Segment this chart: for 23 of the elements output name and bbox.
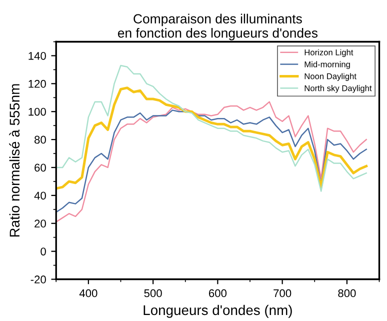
chart-title: Comparaison des illuminants en fonction des longueurs d'ondes <box>118 14 318 40</box>
legend-label: Noon Daylight <box>304 73 356 81</box>
y-tick-label: 40 <box>34 192 46 200</box>
y-tick-label: 60 <box>34 164 46 172</box>
x-tick-label: 600 <box>208 289 227 298</box>
x-tick-label: 800 <box>338 289 356 298</box>
y-tick-label: 0 <box>40 248 46 256</box>
y-tick-label: 120 <box>28 80 46 88</box>
x-tick-label: 500 <box>144 289 162 298</box>
legend-label: Mid-morning <box>304 61 350 69</box>
x-axis-title: Longueurs d'ondes (nm) <box>144 304 292 318</box>
y-tick-label: 20 <box>34 220 46 228</box>
line-series <box>56 101 367 223</box>
legend-label: North sky Daylight <box>304 85 372 93</box>
y-axis-title: Ratio normalisé à 555nm <box>9 84 20 237</box>
y-tick-label: -20 <box>30 276 46 284</box>
x-tick-label: 400 <box>79 289 98 298</box>
y-tick-label: 80 <box>34 136 46 144</box>
line-series <box>56 110 367 213</box>
y-tick-label: 140 <box>28 52 46 60</box>
y-tick-label: 100 <box>28 108 46 116</box>
x-tick-label: 700 <box>274 289 292 298</box>
legend-label: Horizon Light <box>304 49 354 57</box>
